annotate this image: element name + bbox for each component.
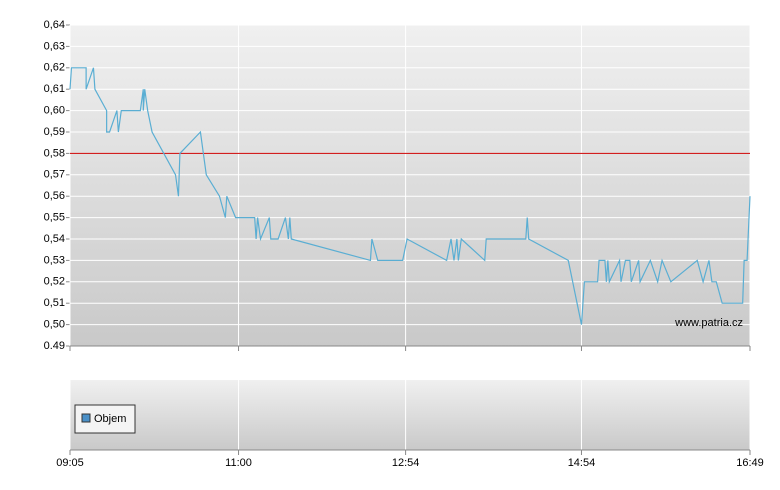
- y-tick-label: 0,54: [44, 233, 65, 245]
- y-tick-label: 0,50: [44, 319, 65, 331]
- x-tick-label: 11:00: [225, 457, 252, 469]
- plot-area: [70, 25, 750, 346]
- y-tick-label: 0,61: [44, 83, 65, 95]
- legend: Objem: [74, 404, 136, 434]
- y-tick-label: 0,59: [44, 126, 65, 138]
- volume-area: [70, 380, 750, 450]
- x-tick-label: 12:54: [392, 457, 420, 469]
- legend-label: Objem: [94, 413, 126, 425]
- y-tick-label: 0,53: [44, 254, 65, 266]
- y-tick-label: 0,62: [44, 62, 65, 74]
- legend-swatch: [81, 413, 91, 423]
- watermark: www.patria.cz: [674, 317, 743, 329]
- x-tick-label: 14:54: [568, 457, 596, 469]
- y-tick-label: 0,60: [44, 105, 65, 117]
- y-tick-label: 0,52: [44, 276, 65, 288]
- y-tick-label: 0.49: [44, 340, 65, 352]
- y-tick-label: 0,55: [44, 212, 65, 224]
- y-tick-label: 0,51: [44, 297, 65, 309]
- y-tick-label: 0,64: [44, 19, 65, 31]
- y-tick-label: 0,56: [44, 190, 65, 202]
- y-tick-label: 0,58: [44, 147, 65, 159]
- y-tick-label: 0,57: [44, 169, 65, 181]
- x-tick-label: 09:05: [56, 457, 84, 469]
- x-tick-label: 16:49: [736, 457, 764, 469]
- y-tick-label: 0,63: [44, 40, 65, 52]
- price-line: [69, 67, 751, 325]
